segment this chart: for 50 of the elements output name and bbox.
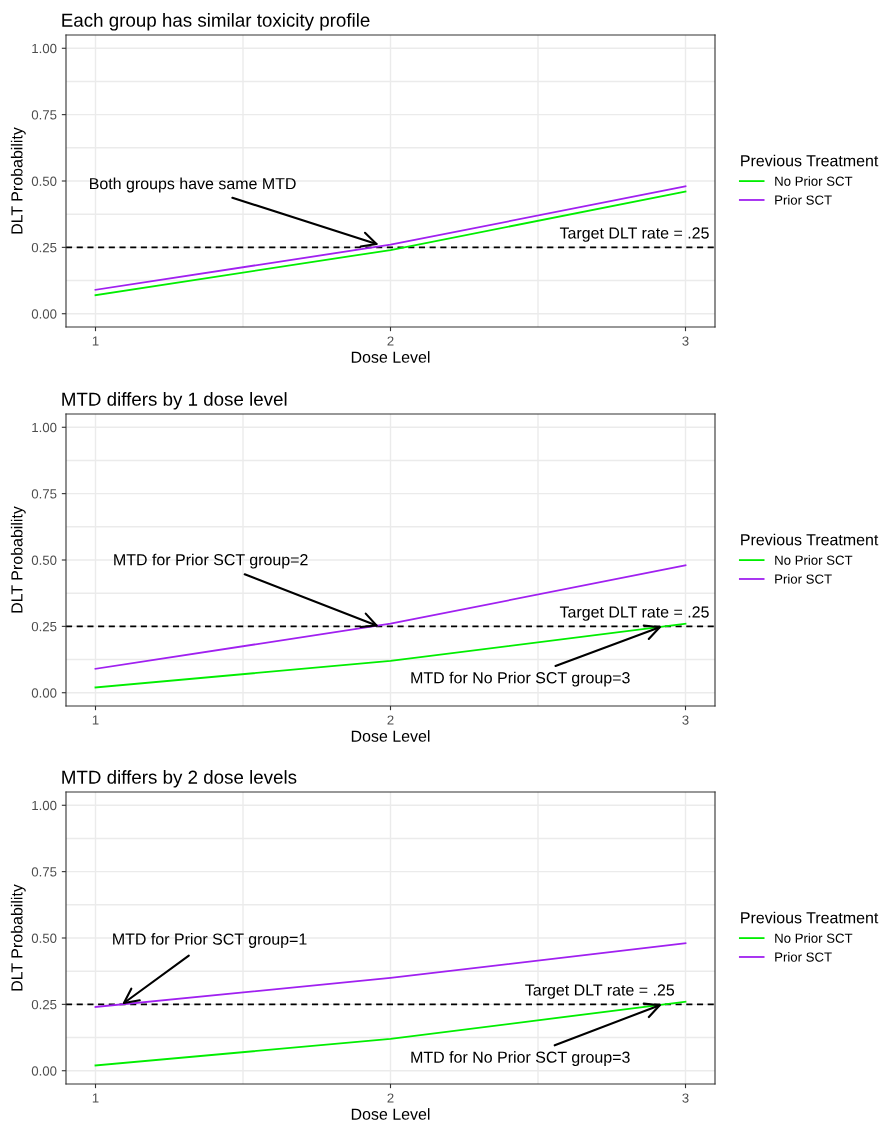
y-axis-title: DLT Probability [10,884,26,991]
legend-label: Prior SCT [775,195,832,205]
x-axis-title: Dose Level [351,730,430,742]
legend-label: Prior SCT [775,952,832,962]
y-tick-label: 0.25 [31,621,57,632]
ref-line-label: Target DLT rate = .25 [559,606,709,621]
y-tick-label: 1.00 [32,422,57,433]
annotation: MTD for Prior SCT group=2 [114,553,308,569]
x-tick-label: 2 [387,715,394,725]
y-tick-label: 0.50 [31,555,57,565]
legend-title: Previous Treatment [741,533,879,546]
y-tick-label: 0.50 [31,933,57,943]
y-tick-label: 0.50 [31,176,57,186]
chart-title: MTD differs by 2 dose levels [62,770,297,788]
legend-title: Previous Treatment [741,154,879,167]
annotation: MTD for Prior SCT group=1 [113,933,307,948]
annotation: MTD for No Prior SCT group=3 [411,1051,630,1066]
x-tick-label: 2 [387,336,394,346]
annotation: MTD for No Prior SCT group=3 [411,671,630,687]
x-tick-label: 1 [92,336,99,346]
legend-label: Prior SCT [775,574,832,584]
y-axis-title: DLT Probability [10,506,26,613]
x-axis-title: Dose Level [351,351,430,363]
x-axis-title: Dose Level [351,1108,430,1120]
x-tick-label: 2 [387,1093,394,1103]
x-tick-label: 1 [92,1093,99,1103]
ref-line-label: Target DLT rate = .25 [525,984,675,999]
y-tick-label: 0.75 [31,867,57,877]
y-tick-label: 0.00 [31,1066,57,1076]
y-tick-label: 0.00 [31,309,57,319]
x-tick-label: 3 [682,336,689,346]
legend-label: No Prior SCT [775,176,853,186]
y-axis-title: DLT Probability [10,127,26,234]
legend-label: No Prior SCT [775,933,853,943]
chart-title: Each group has similar toxicity profile [62,13,370,31]
annotation: Both groups have same MTD [90,177,296,193]
ref-line-label: Target DLT rate = .25 [559,227,709,242]
y-tick-label: 0.75 [31,489,57,499]
y-tick-label: 0.00 [31,688,57,698]
y-tick-label: 1.00 [32,43,57,54]
chart-title: MTD differs by 1 dose level [62,392,287,410]
y-tick-label: 0.25 [31,999,57,1010]
legend-title: Previous Treatment [741,911,879,924]
x-tick-label: 3 [682,715,689,725]
y-tick-label: 0.25 [31,242,57,253]
x-tick-label: 3 [682,1093,689,1103]
x-tick-label: 1 [92,715,99,725]
legend-label: No Prior SCT [775,555,853,565]
y-tick-label: 1.00 [32,800,57,811]
y-tick-label: 0.75 [31,110,57,120]
